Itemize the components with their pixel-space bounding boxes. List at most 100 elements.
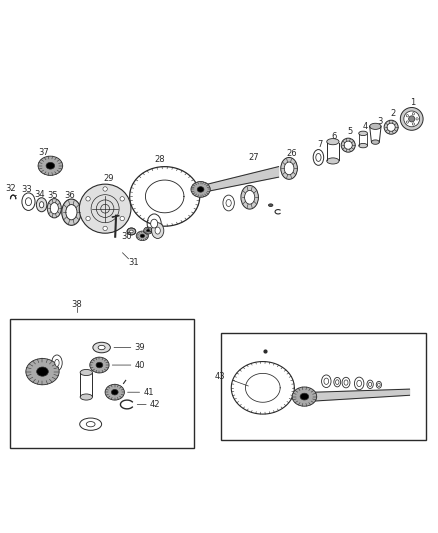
Ellipse shape (336, 380, 339, 384)
Ellipse shape (105, 384, 124, 400)
Ellipse shape (404, 111, 420, 127)
Ellipse shape (130, 230, 133, 233)
Ellipse shape (55, 359, 59, 366)
Ellipse shape (136, 231, 148, 241)
Ellipse shape (103, 226, 107, 231)
Ellipse shape (37, 367, 48, 376)
Ellipse shape (324, 378, 328, 384)
Bar (221, 333, 426, 440)
Ellipse shape (90, 357, 109, 373)
Text: 32: 32 (6, 184, 16, 193)
Ellipse shape (357, 380, 361, 386)
Text: 29: 29 (103, 174, 114, 183)
Ellipse shape (412, 112, 414, 115)
Text: 41: 41 (143, 387, 154, 397)
Ellipse shape (98, 345, 105, 350)
Text: 35: 35 (47, 191, 58, 200)
Ellipse shape (292, 387, 317, 406)
Polygon shape (315, 389, 410, 401)
Ellipse shape (120, 216, 124, 221)
Ellipse shape (47, 199, 61, 218)
Ellipse shape (144, 227, 152, 234)
Ellipse shape (151, 219, 158, 228)
Ellipse shape (46, 163, 55, 169)
Ellipse shape (412, 123, 414, 125)
Ellipse shape (113, 214, 118, 217)
Text: 27: 27 (249, 154, 259, 163)
Ellipse shape (191, 182, 210, 197)
Text: 40: 40 (134, 360, 145, 369)
Ellipse shape (38, 156, 63, 175)
Ellipse shape (316, 154, 321, 161)
Ellipse shape (111, 390, 118, 395)
Ellipse shape (86, 197, 90, 201)
Text: 37: 37 (39, 148, 49, 157)
Ellipse shape (155, 227, 160, 234)
Ellipse shape (416, 118, 418, 120)
Text: 36: 36 (64, 191, 74, 200)
Text: 34: 34 (34, 190, 45, 199)
Text: 43: 43 (215, 373, 226, 382)
Ellipse shape (140, 234, 145, 238)
Text: 38: 38 (71, 300, 82, 309)
Bar (10, 319, 194, 448)
Text: 39: 39 (134, 343, 145, 352)
Text: 2: 2 (390, 109, 396, 118)
Ellipse shape (327, 139, 339, 145)
Ellipse shape (409, 116, 415, 122)
Ellipse shape (39, 201, 44, 208)
Text: 5: 5 (348, 127, 353, 136)
Ellipse shape (146, 229, 149, 232)
Ellipse shape (368, 382, 372, 386)
Ellipse shape (79, 184, 131, 233)
Ellipse shape (384, 120, 398, 134)
Ellipse shape (86, 216, 90, 221)
Ellipse shape (327, 158, 339, 164)
Ellipse shape (341, 138, 355, 152)
Text: 7: 7 (317, 140, 322, 149)
Ellipse shape (36, 198, 47, 212)
Text: 6: 6 (332, 132, 337, 141)
Text: 3: 3 (378, 117, 383, 126)
Ellipse shape (62, 199, 81, 225)
Ellipse shape (284, 162, 294, 175)
Ellipse shape (344, 380, 348, 385)
Ellipse shape (127, 228, 136, 235)
Text: 4: 4 (362, 122, 367, 131)
Ellipse shape (25, 198, 32, 206)
Ellipse shape (406, 121, 409, 123)
Ellipse shape (152, 223, 164, 238)
Ellipse shape (400, 108, 423, 130)
Ellipse shape (359, 131, 367, 135)
Text: 26: 26 (286, 149, 297, 158)
Text: 30: 30 (121, 232, 131, 241)
Text: 1: 1 (410, 98, 415, 107)
Text: 33: 33 (21, 185, 32, 195)
Ellipse shape (226, 199, 231, 206)
Ellipse shape (241, 185, 258, 209)
Ellipse shape (93, 342, 110, 353)
Ellipse shape (406, 115, 409, 117)
Ellipse shape (370, 123, 381, 130)
Text: 31: 31 (128, 257, 139, 266)
Ellipse shape (359, 143, 367, 148)
Ellipse shape (197, 187, 204, 192)
Ellipse shape (120, 197, 124, 201)
Ellipse shape (244, 190, 255, 204)
Polygon shape (204, 167, 279, 192)
Ellipse shape (50, 203, 58, 214)
Ellipse shape (26, 359, 59, 385)
Text: 28: 28 (155, 155, 165, 164)
Ellipse shape (80, 394, 92, 400)
Ellipse shape (80, 369, 92, 376)
Ellipse shape (378, 383, 380, 386)
Ellipse shape (268, 204, 273, 206)
Text: 42: 42 (150, 400, 160, 409)
Ellipse shape (387, 123, 395, 131)
Ellipse shape (344, 141, 352, 149)
Ellipse shape (103, 187, 107, 191)
Ellipse shape (281, 157, 297, 179)
Ellipse shape (96, 362, 103, 368)
Ellipse shape (86, 422, 95, 427)
Ellipse shape (66, 205, 77, 220)
